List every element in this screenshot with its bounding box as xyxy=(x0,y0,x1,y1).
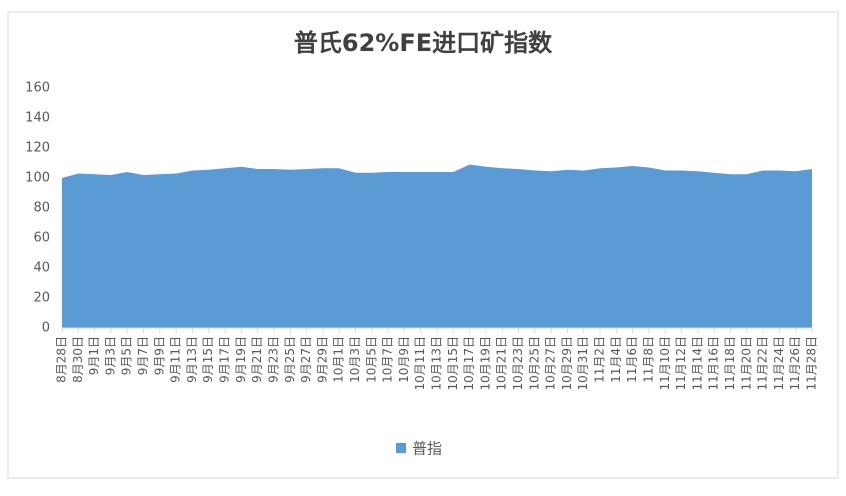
y-tick-label: 120 xyxy=(25,141,50,156)
x-tick-label: 9月3日 xyxy=(103,336,117,375)
y-tick-label: 140 xyxy=(25,111,50,126)
x-tick-label: 9月23日 xyxy=(266,336,280,383)
x-tick-label: 11月2日 xyxy=(593,336,607,383)
x-tick-label: 11月8日 xyxy=(641,336,655,383)
y-tick-label: 40 xyxy=(33,261,50,276)
x-tick-label: 10月7日 xyxy=(381,336,395,383)
y-tick-label: 60 xyxy=(33,231,50,246)
x-tick-label: 11月14日 xyxy=(690,336,704,391)
x-tick-label: 11月20日 xyxy=(739,336,753,391)
x-tick-label: 10月15日 xyxy=(446,336,460,391)
x-tick-label: 9月25日 xyxy=(283,336,297,383)
x-tick-label: 9月27日 xyxy=(299,336,313,383)
x-tick-label: 10月31日 xyxy=(576,336,590,391)
x-tick-label: 9月29日 xyxy=(315,336,329,383)
x-tick-label: 11月6日 xyxy=(625,336,639,383)
x-tick-label: 11月10日 xyxy=(658,336,672,391)
y-tick-label: 160 xyxy=(25,81,50,96)
x-tick-label: 11月28日 xyxy=(805,336,819,391)
x-tick-label: 11月24日 xyxy=(772,336,786,391)
x-tick-label: 11月22日 xyxy=(756,336,770,391)
x-tick-label: 10月17日 xyxy=(462,336,476,391)
x-tick-label: 11月4日 xyxy=(609,336,623,383)
x-tick-label: 10月21日 xyxy=(495,336,509,391)
x-tick-label: 9月5日 xyxy=(120,336,134,375)
x-tick-label: 9月7日 xyxy=(136,336,150,375)
x-tick-label: 10月13日 xyxy=(430,336,444,391)
x-tick-label: 9月21日 xyxy=(250,336,264,383)
x-tick-label: 11月12日 xyxy=(674,336,688,391)
x-tick-label: 10月29日 xyxy=(560,336,574,391)
x-tick-label: 9月19日 xyxy=(234,336,248,383)
x-tick-label: 10月23日 xyxy=(511,336,525,391)
x-tick-label: 8月30日 xyxy=(71,336,85,383)
x-tick-label: 11月16日 xyxy=(707,336,721,391)
x-tick-label: 10月5日 xyxy=(364,336,378,383)
legend-swatch xyxy=(396,443,406,453)
x-tick-label: 9月13日 xyxy=(185,336,199,383)
x-tick-label: 10月9日 xyxy=(397,336,411,383)
x-tick-label: 10月3日 xyxy=(348,336,362,383)
x-tick-label: 9月11日 xyxy=(169,336,183,383)
x-tick-label: 10月25日 xyxy=(527,336,541,391)
x-tick-label: 9月15日 xyxy=(201,336,215,383)
y-tick-label: 0 xyxy=(42,321,50,336)
x-tick-label: 9月17日 xyxy=(218,336,232,383)
y-tick-label: 20 xyxy=(33,291,50,306)
x-tick-label: 10月27日 xyxy=(544,336,558,391)
x-tick-label: 9月1日 xyxy=(87,336,101,375)
x-tick-label: 10月1日 xyxy=(332,336,346,383)
x-tick-label: 10月11日 xyxy=(413,336,427,391)
legend-label: 普指 xyxy=(412,440,442,458)
x-tick-label: 9月9日 xyxy=(152,336,166,375)
y-tick-label: 80 xyxy=(33,201,50,216)
area xyxy=(62,164,812,328)
y-tick-label: 100 xyxy=(25,171,50,186)
x-tick-label: 8月28日 xyxy=(55,336,69,383)
x-tick-label: 10月19日 xyxy=(478,336,492,391)
x-tick-label: 11月26日 xyxy=(788,336,802,391)
chart-title: 普氏62%FE进口矿指数 xyxy=(294,29,553,57)
x-tick-label: 11月18日 xyxy=(723,336,737,391)
